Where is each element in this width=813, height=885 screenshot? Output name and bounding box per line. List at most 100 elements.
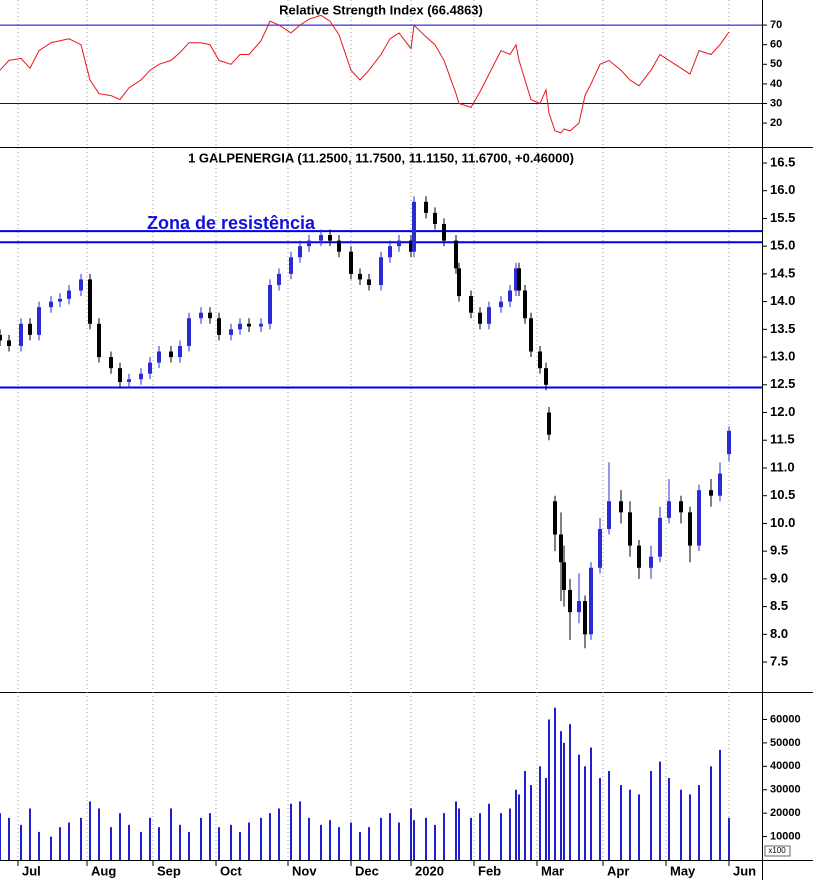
volume-bar <box>158 827 160 860</box>
candle-body <box>442 223 446 241</box>
volume-bar <box>308 817 310 860</box>
candle-body <box>337 240 341 252</box>
y-tick-label: 60000 <box>770 713 801 725</box>
volume-bar <box>539 766 541 860</box>
volume-bar <box>443 813 445 860</box>
candle-body <box>547 412 551 435</box>
volume-bar <box>560 731 562 860</box>
volume-bar <box>179 824 181 860</box>
annotation: Zona de resistência <box>147 213 316 233</box>
volume-bar <box>413 820 415 860</box>
volume-bar <box>599 778 601 860</box>
y-tick-label: 40000 <box>770 760 801 772</box>
x-tick-label: Mar <box>541 863 564 878</box>
volume-bar <box>545 778 547 860</box>
candle-body <box>583 601 587 635</box>
volume-bar <box>563 742 565 860</box>
candle-body <box>562 562 566 590</box>
candle-body <box>649 556 653 568</box>
volume-bar <box>59 827 61 860</box>
candle-body <box>619 501 623 513</box>
x-tick-label: 2020 <box>415 863 444 878</box>
volume-bar <box>629 789 631 860</box>
candle-body <box>88 279 92 324</box>
volume-bar <box>269 813 271 860</box>
volume-bar <box>140 831 142 860</box>
candle-body <box>148 362 152 374</box>
candle-body <box>298 246 302 258</box>
candle-body <box>367 279 371 285</box>
candle-body <box>118 368 122 383</box>
y-tick-label: 20 <box>770 117 782 129</box>
volume-bar <box>500 813 502 860</box>
volume-bar <box>620 785 622 860</box>
volume-bar <box>434 824 436 860</box>
candle-body <box>589 567 593 635</box>
x-tick-label: May <box>670 863 696 878</box>
volume-bar <box>248 822 250 860</box>
volume-bar <box>350 822 352 860</box>
volume-bar <box>569 724 571 860</box>
candle-body <box>628 512 632 546</box>
candle-body <box>718 473 722 496</box>
y-tick-label: 8.5 <box>770 598 788 613</box>
volume-bar <box>8 817 10 860</box>
volume-bar <box>719 749 721 860</box>
candle-body <box>79 279 83 291</box>
unit-label: x100 <box>768 846 786 855</box>
candle-body <box>49 301 53 308</box>
candle-body <box>277 273 281 285</box>
volume-bar <box>590 747 592 860</box>
volume-bar <box>290 803 292 860</box>
volume-bar <box>110 827 112 860</box>
candle-body <box>517 268 521 291</box>
y-tick-label: 30 <box>770 97 782 109</box>
candle-body <box>658 517 662 557</box>
candle-body <box>97 323 101 358</box>
candle-body <box>709 490 713 496</box>
candle-body <box>577 601 581 613</box>
volume-bar <box>260 817 262 860</box>
x-tick-label: Sep <box>157 863 181 878</box>
candle-body <box>199 312 203 319</box>
y-tick-label: 16.5 <box>770 154 795 169</box>
y-tick-label: 15.5 <box>770 210 795 225</box>
candle-body <box>319 235 323 241</box>
candle-body <box>37 307 41 335</box>
volume-bar <box>680 789 682 860</box>
unit-box <box>764 845 791 857</box>
volume-bar <box>89 801 91 860</box>
volume-bar <box>80 817 82 860</box>
x-tick-label: Aug <box>91 863 116 878</box>
candle-body <box>457 268 461 297</box>
y-tick-label: 13.5 <box>770 321 795 336</box>
x-tick-label: Nov <box>292 863 317 878</box>
candle-body <box>598 528 602 568</box>
y-tick-label: 13.0 <box>770 348 795 363</box>
volume-bar <box>329 820 331 860</box>
volume-bar <box>509 808 511 860</box>
volume-bar <box>578 754 580 860</box>
candle-body <box>433 212 437 224</box>
candle-body <box>424 201 428 213</box>
candle-body <box>307 240 311 247</box>
y-tick-label: 15.0 <box>770 238 795 253</box>
y-tick-label: 12.5 <box>770 376 795 391</box>
y-tick-label: 20000 <box>770 807 801 819</box>
volume-bar <box>458 808 460 860</box>
candle-body <box>529 318 533 352</box>
x-tick-label: Jun <box>733 863 756 878</box>
candle-body <box>559 534 563 563</box>
volume-bar <box>299 801 301 860</box>
y-tick-label: 11.0 <box>770 459 795 474</box>
candle-body <box>478 312 482 324</box>
candle-body <box>289 257 293 274</box>
candle-body <box>379 257 383 285</box>
candle-body <box>187 318 191 346</box>
volume-bar <box>488 803 490 860</box>
candle-body <box>268 284 272 324</box>
volume-bar <box>128 824 130 860</box>
volume-bar <box>638 794 640 860</box>
y-tick-label: 7.5 <box>770 653 788 668</box>
